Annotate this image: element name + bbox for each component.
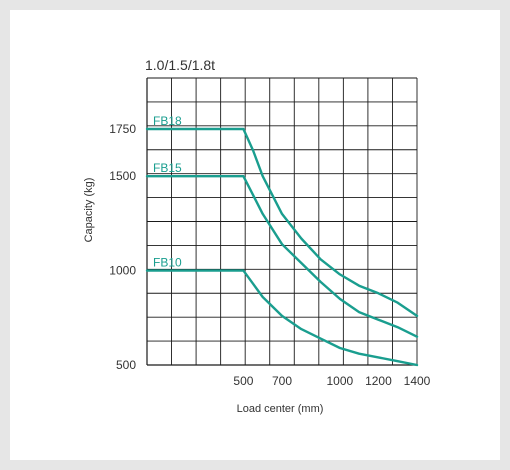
x-tick-label: 1400 [404,374,431,388]
series-label-fb15: FB15 [153,161,182,175]
chart-title: 1.0/1.5/1.8t [145,57,215,73]
x-tick-label: 700 [272,374,292,388]
capacity-chart: FB18 FB15 FB10 500 700 1000 1200 1400 500 1000 1… [83,57,431,415]
series-label-fb18: FB18 [153,114,182,128]
x-tick-label: 1000 [327,374,354,388]
y-tick-labels: 500 1000 1500 1750 [109,122,136,372]
y-tick-label: 500 [116,358,136,372]
series-line-fb10 [145,269,419,367]
y-tick-label: 1500 [109,169,136,183]
series-line-fb18 [145,127,419,318]
series-labels: FB18 FB15 FB10 [153,114,182,270]
horizontal-gridlines [147,77,417,366]
series-label-fb10: FB10 [153,256,182,270]
series-lines [145,127,419,367]
y-tick-label: 1750 [109,122,136,136]
chart-panel: FB18 FB15 FB10 500 700 1000 1200 1400 500 1000 1… [10,10,500,460]
series-line-fb15 [145,175,419,338]
x-tick-labels: 500 700 1000 1200 1400 [233,374,430,388]
x-tick-label: 500 [233,374,253,388]
x-axis-label: Load center (mm) [237,403,324,415]
x-tick-label: 1200 [365,374,392,388]
y-axis-label: Capacity (kg) [83,178,95,243]
y-tick-label: 1000 [109,264,136,278]
